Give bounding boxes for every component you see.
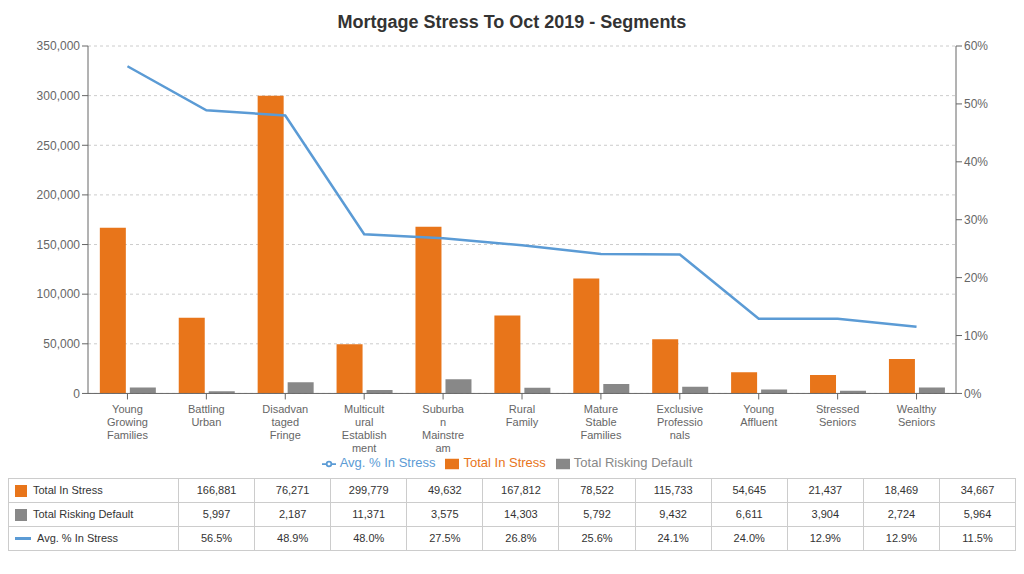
html-text:5,997: 5,997 bbox=[202, 508, 231, 520]
svg-text:0%: 0% bbox=[964, 387, 982, 401]
svg-text:MulticulturalEstablishment: MulticulturalEstablishment bbox=[342, 403, 387, 454]
html-text:3,575: 3,575 bbox=[431, 508, 459, 520]
html-text:14,303: 14,303 bbox=[504, 508, 538, 520]
svg-text:BattlingUrban: BattlingUrban bbox=[188, 403, 225, 428]
html-text:78,522: 78,522 bbox=[580, 484, 614, 496]
html-text:5,792: 5,792 bbox=[583, 508, 611, 520]
svg-text:WealthySeniors: WealthySeniors bbox=[897, 403, 937, 428]
svg-text:30%: 30% bbox=[964, 213, 988, 227]
svg-text:RuralFamily: RuralFamily bbox=[506, 403, 539, 428]
svg-text:YoungAffluent: YoungAffluent bbox=[740, 403, 777, 428]
html-text:11.5%: 11.5% bbox=[962, 532, 993, 544]
svg-text:DisadvantagedFringe: DisadvantagedFringe bbox=[262, 403, 308, 441]
html-text:166,881: 166,881 bbox=[196, 484, 237, 496]
html-text:3,904: 3,904 bbox=[811, 508, 840, 520]
html-text:9,432: 9,432 bbox=[659, 508, 687, 520]
html-text:26.8%: 26.8% bbox=[505, 532, 537, 544]
html-text:56.5%: 56.5% bbox=[200, 532, 233, 544]
html-text:2,724: 2,724 bbox=[887, 508, 916, 520]
svg-text:150,000: 150,000 bbox=[37, 238, 81, 252]
svg-text:250,000: 250,000 bbox=[37, 139, 81, 153]
html-text:12.9%: 12.9% bbox=[885, 532, 917, 544]
html-text:34,667: 34,667 bbox=[960, 484, 995, 496]
html-text:12.9%: 12.9% bbox=[809, 532, 841, 544]
html-text:11,371: 11,371 bbox=[352, 508, 386, 520]
svg-text:100,000: 100,000 bbox=[37, 287, 81, 301]
svg-text:SuburbanMainstream: SuburbanMainstream bbox=[422, 403, 465, 454]
svg-text:50,000: 50,000 bbox=[43, 337, 80, 351]
html-text:49,632: 49,632 bbox=[428, 484, 462, 496]
html-text:Avg. % In Stress: Avg. % In Stress bbox=[339, 455, 436, 471]
html-text:Total Risking Default: Total Risking Default bbox=[33, 508, 134, 520]
html-text:6,611: 6,611 bbox=[735, 508, 763, 520]
svg-text:YoungGrowingFamilies: YoungGrowingFamilies bbox=[107, 403, 148, 441]
html-text:115,733: 115,733 bbox=[653, 484, 693, 496]
svg-text:0: 0 bbox=[73, 387, 80, 401]
svg-text:MatureStableFamilies: MatureStableFamilies bbox=[580, 403, 621, 441]
html-text:299,779: 299,779 bbox=[348, 484, 389, 496]
html-text:24.1%: 24.1% bbox=[657, 532, 689, 544]
svg-text:350,000: 350,000 bbox=[37, 39, 81, 53]
html-text:167,812: 167,812 bbox=[501, 484, 541, 496]
svg-text:300,000: 300,000 bbox=[37, 89, 81, 103]
svg-text:ExclusiveProfessionals: ExclusiveProfessionals bbox=[657, 403, 703, 441]
svg-text:200,000: 200,000 bbox=[37, 188, 81, 202]
svg-text:40%: 40% bbox=[964, 155, 988, 169]
html-text:48.0%: 48.0% bbox=[353, 532, 385, 544]
svg-text:60%: 60% bbox=[964, 39, 988, 53]
html-text:18,469: 18,469 bbox=[884, 484, 919, 496]
html-text:25.6%: 25.6% bbox=[581, 532, 613, 544]
html-text:48.9%: 48.9% bbox=[277, 532, 309, 544]
svg-text:20%: 20% bbox=[964, 271, 988, 285]
svg-text:StressedSeniors: StressedSeniors bbox=[816, 403, 859, 428]
html-text:Total In Stress: Total In Stress bbox=[33, 484, 103, 496]
html-text:Mortgage Stress To Oct 2019 -: Mortgage Stress To Oct 2019 - Segments bbox=[337, 12, 687, 32]
html-text:21,437: 21,437 bbox=[808, 484, 843, 496]
html-text:Avg. % In Stress: Avg. % In Stress bbox=[37, 532, 119, 544]
html-text:5,964: 5,964 bbox=[963, 508, 992, 520]
html-text:2,187: 2,187 bbox=[278, 508, 307, 520]
html-text:54,645: 54,645 bbox=[732, 484, 766, 496]
html-text:24.0%: 24.0% bbox=[733, 532, 765, 544]
html-text:Total In Stress: Total In Stress bbox=[463, 455, 546, 471]
svg-text:50%: 50% bbox=[964, 97, 988, 111]
svg-text:10%: 10% bbox=[964, 329, 988, 343]
html-text:27.5%: 27.5% bbox=[429, 532, 461, 544]
html-text:Total Risking Default: Total Risking Default bbox=[573, 455, 693, 471]
html-text:76,271: 76,271 bbox=[275, 484, 310, 496]
